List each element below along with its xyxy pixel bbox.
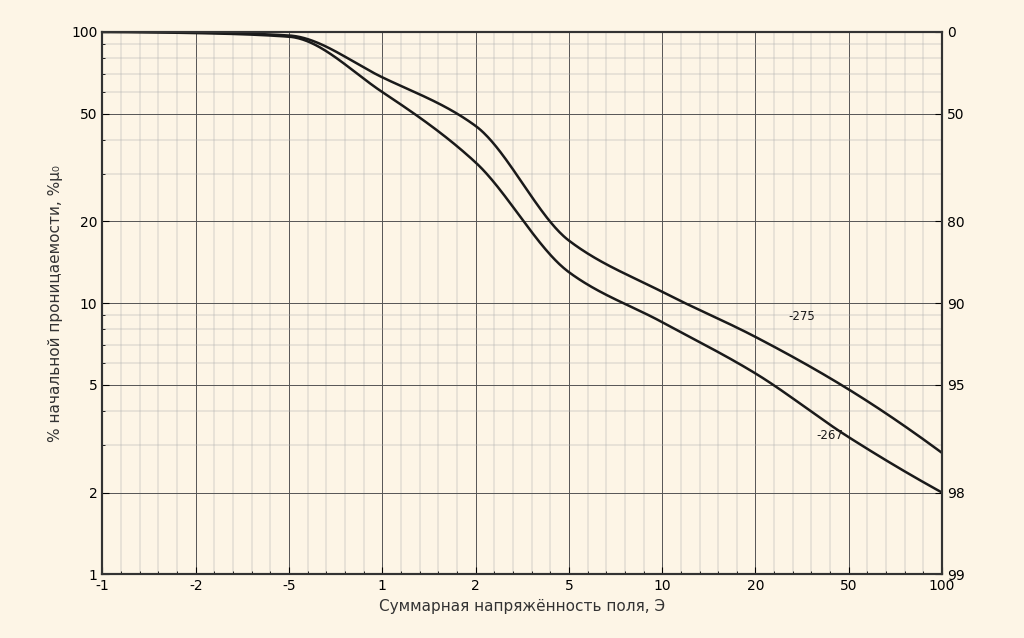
Text: -267: -267 (816, 429, 843, 441)
X-axis label: Суммарная напряжённость поля, Э: Суммарная напряжённость поля, Э (379, 598, 666, 614)
Y-axis label: % начальной проницаемости, %μ₀: % начальной проницаемости, %μ₀ (48, 165, 62, 441)
Text: -275: -275 (788, 310, 815, 323)
